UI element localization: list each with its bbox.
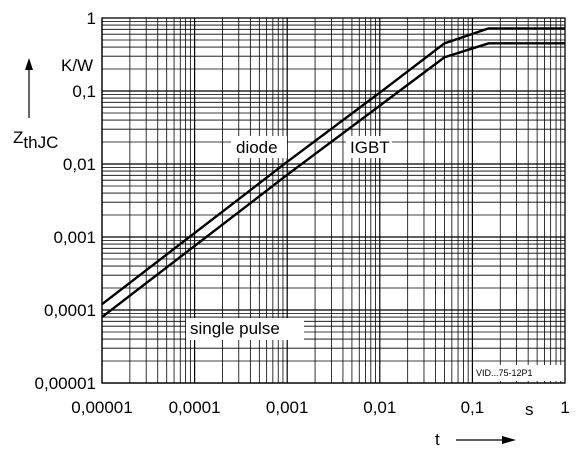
label-bg-single-pulse	[186, 318, 304, 340]
label-bg-diode	[231, 136, 287, 158]
y-tick-label: 0,01	[63, 155, 96, 174]
annotation-single-pulse: single pulse	[190, 319, 280, 338]
x-tick-label: 0,01	[363, 398, 396, 417]
series-line-igbt	[101, 42, 565, 319]
y-tick-label: 0,0001	[44, 301, 96, 320]
grid	[101, 18, 565, 384]
y-tick-labels: 1 0,1 0,01 0,001 0,0001 0,00001	[35, 9, 96, 393]
series-label-diode: diode	[236, 138, 278, 157]
curves	[101, 27, 565, 319]
y-tick-label: 0,1	[72, 82, 96, 101]
y-unit-label: K/W	[61, 56, 93, 75]
y-tick-label: 0,00001	[35, 374, 96, 393]
x-unit-label: s	[525, 400, 534, 419]
x-tick-label: 0,00001	[71, 398, 132, 417]
x-tick-label: 0,1	[461, 398, 485, 417]
reference-bg	[474, 365, 563, 381]
y-axis-label-main: Z	[13, 128, 23, 147]
y-axis-label-sub: thJC	[23, 133, 58, 152]
series-line-diode	[101, 27, 565, 306]
y-axis-label: ZthJC	[13, 128, 58, 152]
plot-frame	[101, 17, 566, 384]
x-tick-label: 1	[560, 398, 569, 417]
reference-code: VID...75-12P1	[476, 368, 533, 378]
series-label-igbt: IGBT	[350, 138, 390, 157]
y-tick-label: 1	[87, 9, 96, 28]
label-bg-igbt	[346, 136, 392, 158]
y-axis-arrowhead	[25, 58, 33, 70]
y-tick-label: 0,001	[53, 228, 96, 247]
x-axis-label: t	[435, 430, 440, 449]
x-tick-label: 0,0001	[169, 398, 221, 417]
x-tick-labels: 0,00001 0,0001 0,001 0,01 0,1 1	[71, 398, 569, 417]
x-axis-arrowhead	[502, 436, 516, 444]
x-tick-label: 0,001	[266, 398, 309, 417]
